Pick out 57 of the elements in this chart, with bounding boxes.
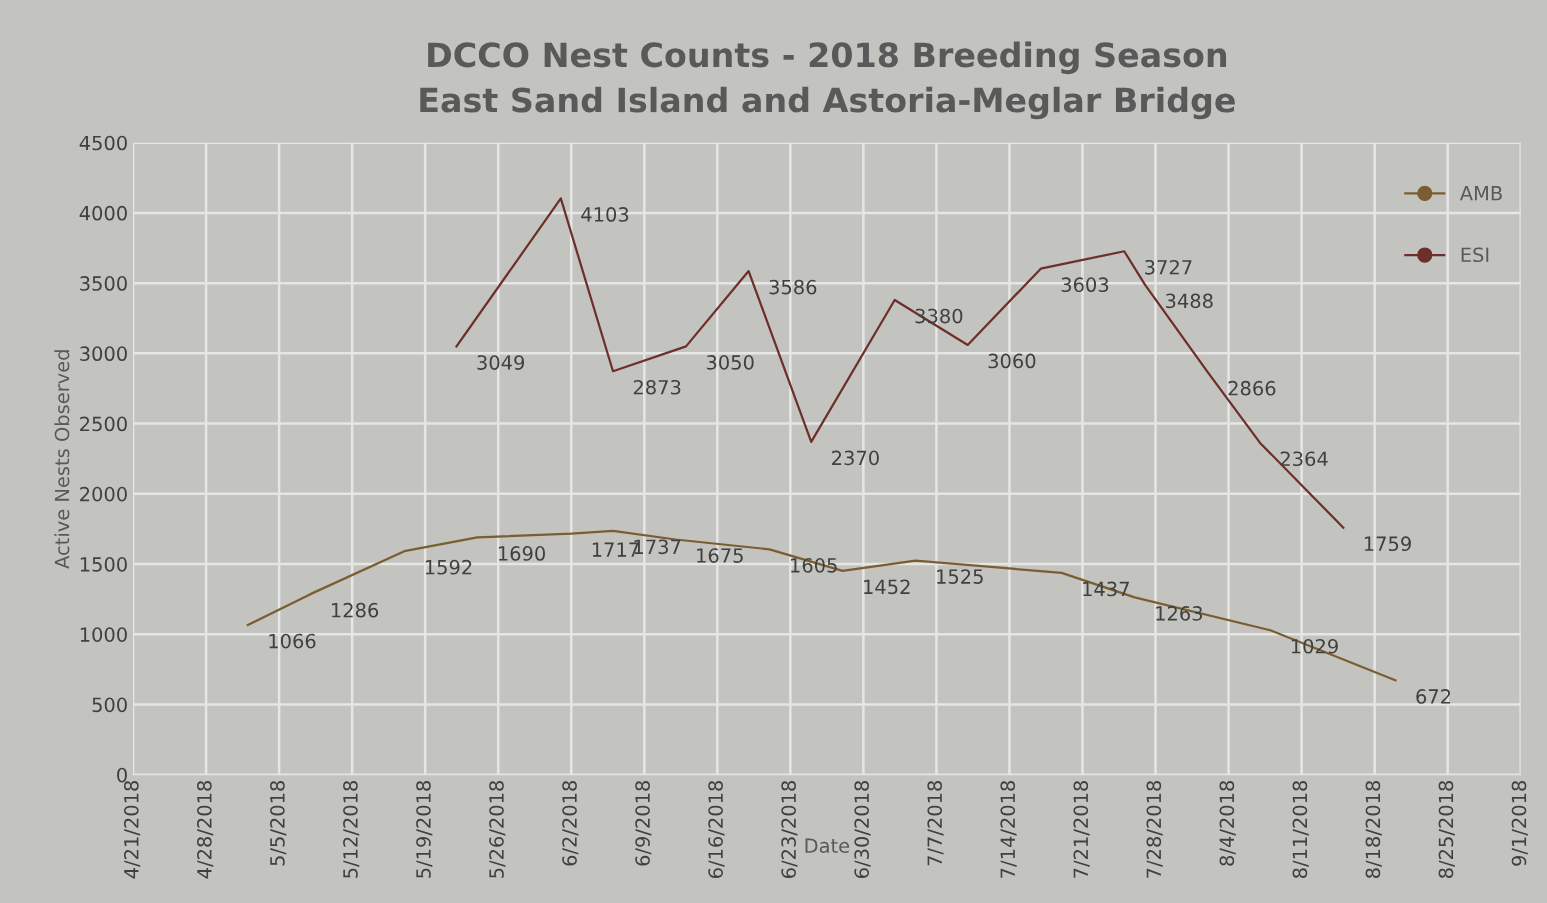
data-label: 3049: [477, 355, 525, 370]
x-tick-label: 8/11/2018: [1292, 780, 1309, 879]
data-label: 2364: [1280, 451, 1328, 467]
data-label: 1592: [425, 559, 472, 575]
x-tick-label: 7/7/2018: [927, 780, 944, 866]
x-tick-label: 9/1/2018: [1511, 780, 1528, 866]
x-tick-label: 6/9/2018: [635, 780, 652, 866]
data-label: 3060: [988, 353, 1036, 369]
x-tick-label: 5/5/2018: [270, 780, 287, 866]
x-tick-label: 6/23/2018: [781, 780, 798, 878]
data-label: 1452: [864, 579, 910, 595]
y-tick-label: 4000: [79, 205, 127, 221]
x-tick-label: 5/19/2018: [416, 780, 433, 878]
data-label: 2866: [1228, 380, 1276, 396]
x-tick-label: 4/28/2018: [197, 780, 214, 879]
y-tick-label: 1000: [80, 627, 127, 642]
x-tick-label: 7/21/2018: [1073, 780, 1090, 878]
x-tick-label: 5/12/2018: [343, 780, 360, 878]
chart-title: DCCO Nest Counts - 2018 Breeding Season East Sand Island and Astoria-Meglar Bridge: [420, 41, 1235, 120]
line-series: [455, 197, 1345, 529]
y-tick-label: 4500: [79, 135, 127, 151]
x-axis-title: Date: [805, 838, 850, 854]
data-label: 1675: [697, 548, 743, 563]
x-tick-label: 7/28/2018: [1146, 780, 1163, 878]
data-label: 1525: [937, 569, 983, 584]
data-label: 2370: [832, 450, 879, 466]
y-axis-title: Active Nests Observed: [54, 350, 70, 569]
y-tick-label: 2000: [80, 486, 127, 502]
data-label: 1690: [498, 546, 545, 561]
data-label: 4103: [581, 207, 629, 222]
y-tick-label: 2500: [80, 416, 127, 432]
x-tick-label: 7/14/2018: [1000, 780, 1017, 878]
data-label: 672: [1416, 689, 1451, 704]
data-label: 2873: [633, 379, 681, 395]
data-label: 1759: [1364, 536, 1411, 552]
x-tick-label: 8/4/2018: [1219, 780, 1236, 866]
data-label: 1263: [1156, 606, 1203, 621]
legend-label: ESI: [1461, 247, 1489, 263]
data-label: 3727: [1145, 259, 1192, 275]
x-tick-label: 6/2/2018: [562, 780, 579, 866]
y-tick-label: 0: [117, 767, 127, 783]
y-tick-label: 3500: [80, 276, 127, 291]
x-tick-label: 6/30/2018: [854, 780, 871, 878]
y-tick-label: 1500: [80, 557, 127, 572]
y-tick-label: 500: [92, 697, 127, 713]
data-label: 1066: [269, 633, 316, 649]
x-tick-label: 6/16/2018: [708, 780, 725, 878]
data-label: 3603: [1061, 277, 1109, 293]
legend-label: AMB: [1459, 186, 1502, 201]
y-tick-label: 3000: [80, 346, 127, 362]
x-tick-label: 8/25/2018: [1438, 780, 1455, 879]
x-tick-label: 5/26/2018: [489, 780, 506, 878]
data-label: 1286: [331, 602, 379, 618]
data-label: 3050: [706, 355, 754, 370]
data-label: 3488: [1166, 293, 1213, 309]
x-tick-label: 8/18/2018: [1365, 780, 1382, 879]
data-label: 3586: [769, 279, 817, 295]
